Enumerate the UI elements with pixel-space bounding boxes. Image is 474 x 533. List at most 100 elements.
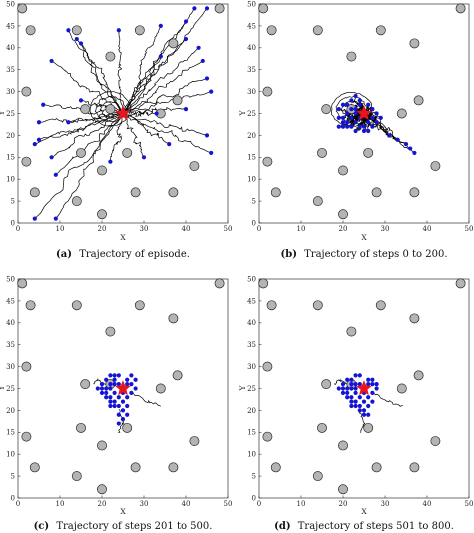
y-tick-label: 25 [247,385,256,393]
y-tick-label: 40 [6,44,15,52]
obstacle-marker [105,104,116,115]
y-tick-label: 5 [252,198,256,206]
trajectory-path [68,112,124,123]
agent-marker [353,390,358,395]
caption-b: (b) Trajectory of steps 0 to 200. [280,249,447,260]
y-tick-label: 25 [6,385,15,393]
obstacle-marker [375,25,386,36]
agent-marker [183,107,189,112]
obstacles-d [258,278,466,495]
agent-marker [353,120,358,125]
obstacle-marker [214,3,225,14]
agent-marker [345,124,350,129]
trajectory-path [117,30,124,114]
trajectory-path [122,113,170,145]
agent-marker [361,412,367,417]
y-tick-label: 15 [6,429,15,437]
x-tick-label: 10 [297,500,306,508]
agent-marker [366,120,371,125]
agent-marker [353,373,358,378]
y-tick-label: 0 [11,219,15,227]
panel-a: 0 10 20 30 40 50 0 5 10 15 20 25 30 35 40 45 50 X Y (a) … [0,0,232,260]
obstacle-marker [189,161,200,172]
agent-marker [349,386,354,391]
agent-marker [108,386,113,391]
agent-marker [353,403,358,409]
agent-marker [345,390,350,395]
trajectory-path [122,38,187,114]
obstacle-marker [122,147,133,158]
agent-marker [104,377,109,382]
agent-marker [357,403,362,409]
agent-marker [125,403,130,409]
y-tick-label: 30 [247,88,256,96]
obstacle-marker [21,361,32,372]
x-tick-label: 50 [224,500,233,508]
panel-d: 0 10 20 30 40 50 0 5 10 15 20 25 30 35 40 45 50 X Y (d) … [238,275,473,532]
agent-marker [336,386,341,391]
agent-marker [387,133,392,138]
agent-marker [370,124,375,129]
trajectory-loop [94,95,127,122]
goal-d [356,380,372,396]
trajectory-path [122,8,208,114]
agent-marker [366,403,371,409]
y-tick-label: 20 [247,407,256,415]
obstacle-marker [455,3,466,14]
ticks-d: 0 10 20 30 40 50 0 5 10 15 20 25 30 35 40 45 50 [247,275,473,508]
agent-marker [349,98,354,103]
obstacle-marker [25,25,36,36]
agent-marker [196,45,201,50]
caption-text-a: Trajectory of episode. [79,249,190,260]
obstacle-marker [266,25,277,36]
x-tick-label: 0 [257,500,261,508]
agent-marker [112,399,117,404]
y-tick-label: 35 [6,341,15,349]
y-axis-label-c: Y [0,384,6,391]
trajectory-path [110,113,124,162]
x-tick-label: 30 [381,500,390,508]
x-tick-label: 10 [297,225,306,233]
obstacle-marker [97,165,107,176]
agent-marker [353,386,358,391]
y-tick-label: 40 [247,44,256,52]
trajectory-path [34,113,124,219]
obstacles-a [17,3,225,220]
agent-marker [340,390,346,395]
caption-tag-d: (d) [274,521,290,532]
x-tick-label: 20 [98,225,107,233]
y-tick-label: 35 [247,66,256,74]
x-tick-label: 40 [182,225,191,233]
agent-marker [116,382,121,387]
obstacle-marker [71,196,82,207]
agent-marker [361,124,367,129]
agent-marker [357,373,362,378]
y-tick-label: 10 [6,451,15,459]
obstacle-marker [409,187,420,198]
y-tick-label: 45 [247,22,256,30]
trajectory-loop [331,91,373,127]
agent-marker [349,377,354,382]
y-tick-label: 45 [247,297,256,305]
agent-marker [349,403,354,409]
obstacle-marker [189,436,200,447]
obstacle-marker [80,104,91,115]
obstacle-marker [371,187,382,198]
obstacle-marker [29,462,40,473]
agent-marker [340,120,346,125]
agents-b [336,93,417,156]
agent-marker [108,382,113,387]
obstacle-marker [266,300,277,311]
obstacle-marker [321,379,332,390]
agent-marker [133,386,138,391]
panel-b: 0 10 20 30 40 50 0 5 10 15 20 25 30 35 40 45 50 X Y (b) … [238,0,473,260]
y-tick-label: 25 [247,110,256,118]
trajectory-path [122,25,162,114]
agent-marker [345,102,350,107]
agent-marker [200,58,205,64]
agent-marker [336,115,341,120]
y-tick-label: 25 [6,110,15,118]
obstacle-marker [29,187,40,198]
obstacle-marker [371,462,382,473]
trajectory-path [122,60,204,114]
